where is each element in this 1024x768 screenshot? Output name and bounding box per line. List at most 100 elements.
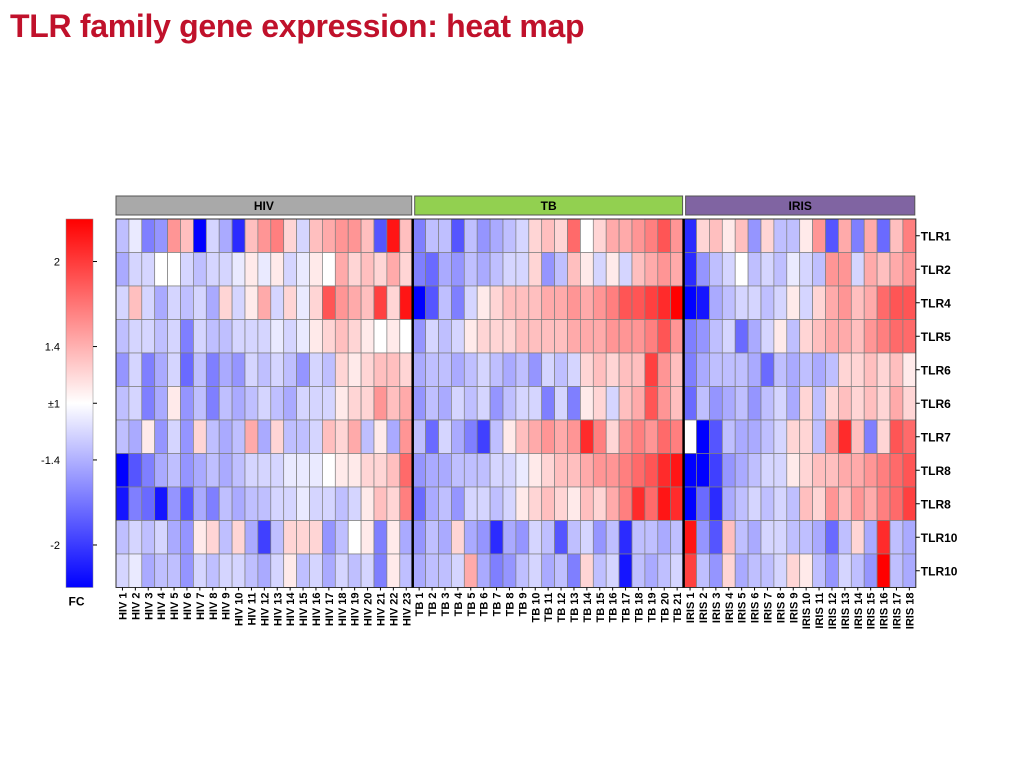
heatmap-cell bbox=[850, 553, 865, 588]
heatmap-cell bbox=[889, 252, 904, 287]
column-label: HIV 3 bbox=[143, 593, 155, 621]
heatmap-cell bbox=[773, 386, 788, 421]
heatmap-cell bbox=[657, 386, 672, 421]
heatmap-cell bbox=[347, 319, 362, 354]
heatmap-cell bbox=[476, 252, 491, 287]
heatmap-cell bbox=[489, 453, 504, 488]
heatmap-cell bbox=[438, 553, 452, 588]
heatmap-cell bbox=[425, 553, 439, 588]
heatmap-cell bbox=[889, 486, 904, 521]
heatmap-cell bbox=[709, 352, 723, 387]
heatmap-cell bbox=[786, 486, 801, 521]
column-label: IRIS 9 bbox=[788, 593, 800, 624]
heatmap-cell bbox=[438, 386, 452, 421]
heatmap-cell bbox=[644, 252, 659, 287]
heatmap-cell bbox=[760, 252, 775, 287]
heatmap-cell bbox=[541, 419, 555, 454]
heatmap-cell bbox=[580, 419, 594, 454]
heatmap-cell bbox=[218, 419, 233, 454]
heatmap-cell bbox=[412, 453, 426, 488]
column-label: HIV 15 bbox=[298, 593, 310, 627]
heatmap-cell bbox=[180, 352, 194, 387]
heatmap-cell bbox=[709, 419, 723, 454]
heatmap-cell bbox=[425, 520, 439, 555]
heatmap-cell bbox=[244, 419, 259, 454]
heatmap-cell bbox=[180, 520, 194, 555]
heatmap-cell bbox=[734, 352, 749, 387]
heatmap-cell bbox=[489, 520, 504, 555]
heatmap-cell bbox=[825, 520, 839, 555]
heatmap-cell bbox=[270, 352, 285, 387]
heatmap-cell bbox=[334, 352, 349, 387]
heatmap-cell bbox=[773, 218, 788, 253]
heatmap-cell bbox=[812, 218, 826, 253]
column-label: HIV 11 bbox=[246, 593, 258, 626]
heatmap-cell bbox=[154, 553, 168, 588]
heatmap-cell bbox=[309, 553, 323, 588]
column-label: TB 20 bbox=[659, 593, 671, 623]
heatmap-cell bbox=[696, 386, 710, 421]
heatmap-cell bbox=[347, 453, 362, 488]
column-label: HIV 19 bbox=[350, 593, 362, 627]
heatmap-cell bbox=[193, 319, 207, 354]
heatmap-cell bbox=[760, 419, 775, 454]
heatmap-cell bbox=[515, 453, 530, 488]
heatmap-cell bbox=[154, 218, 168, 253]
heatmap-cell bbox=[167, 486, 181, 521]
heatmap-cell bbox=[567, 486, 581, 521]
heatmap-cell bbox=[567, 419, 581, 454]
heatmap-cell bbox=[231, 285, 246, 320]
heatmap-cell bbox=[592, 319, 607, 354]
heatmap-cell bbox=[644, 553, 659, 588]
heatmap-cell bbox=[322, 553, 336, 588]
heatmap-cell bbox=[825, 285, 839, 320]
heatmap-cell bbox=[657, 419, 672, 454]
heatmap-cell bbox=[863, 419, 878, 454]
heatmap-cell bbox=[734, 218, 749, 253]
heatmap-cell bbox=[592, 553, 607, 588]
heatmap-cell bbox=[296, 252, 310, 287]
column-label: IRIS 1 bbox=[685, 593, 697, 624]
heatmap-cell bbox=[889, 352, 904, 387]
heatmap-cell bbox=[902, 218, 917, 253]
heatmap-cell bbox=[322, 453, 336, 488]
column-label: HIV 14 bbox=[285, 592, 297, 627]
heatmap-cell bbox=[283, 252, 297, 287]
heatmap-cell bbox=[709, 553, 723, 588]
heatmap-cell bbox=[631, 386, 646, 421]
heatmap-cell bbox=[438, 319, 452, 354]
heatmap-cell bbox=[451, 386, 465, 421]
heatmap-cell bbox=[528, 486, 543, 521]
heatmap-cell bbox=[180, 319, 194, 354]
heatmap-cell bbox=[231, 419, 246, 454]
heatmap-cell bbox=[463, 419, 478, 454]
heatmap-cell bbox=[657, 218, 672, 253]
heatmap-cell bbox=[167, 520, 181, 555]
heatmap-cell bbox=[567, 386, 581, 421]
column-label: IRIS 4 bbox=[724, 592, 736, 623]
heatmap-cell bbox=[502, 352, 517, 387]
column-label: IRIS 10 bbox=[801, 593, 813, 630]
heatmap-cell bbox=[231, 453, 246, 488]
heatmap-cell bbox=[451, 453, 465, 488]
heatmap-cell bbox=[605, 285, 620, 320]
heatmap-cell bbox=[760, 520, 775, 555]
column-label: HIV 13 bbox=[272, 593, 284, 627]
heatmap-cell bbox=[696, 285, 710, 320]
heatmap-cell bbox=[554, 285, 568, 320]
heatmap-cell bbox=[257, 252, 272, 287]
column-label: HIV 17 bbox=[324, 593, 336, 627]
heatmap-cell bbox=[322, 285, 336, 320]
heatmap-cell bbox=[838, 419, 852, 454]
heatmap-cell bbox=[463, 486, 478, 521]
heatmap-cell bbox=[747, 218, 762, 253]
heatmap-cell bbox=[786, 252, 801, 287]
heatmap-cell bbox=[141, 285, 156, 320]
column-label: HIV 16 bbox=[311, 593, 323, 627]
heatmap-cell bbox=[760, 285, 775, 320]
heatmap-cell bbox=[296, 285, 310, 320]
heatmap-cell bbox=[618, 285, 633, 320]
heatmap-cell bbox=[554, 553, 568, 588]
heatmap-cell bbox=[605, 252, 620, 287]
heatmap-cell bbox=[773, 352, 788, 387]
